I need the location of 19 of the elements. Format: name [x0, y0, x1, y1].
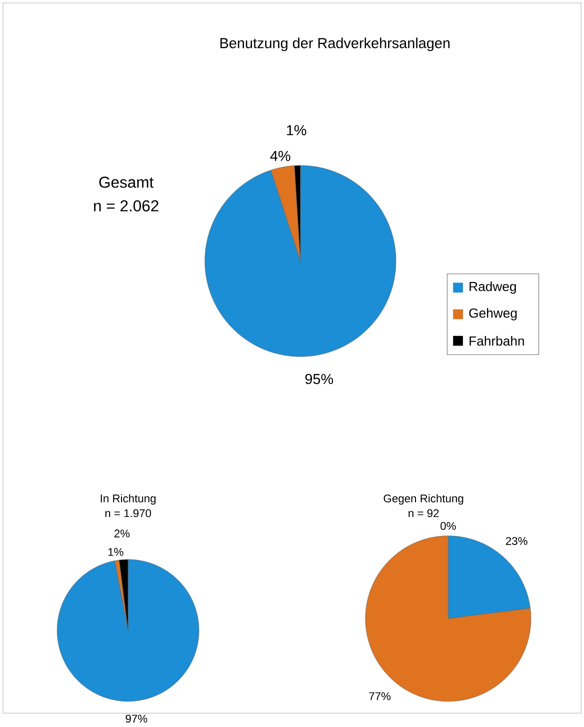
- text: n = 2.062: [94, 200, 158, 212]
- data-label: 2%: [114, 530, 130, 538]
- chart-title: In Richtung: [100, 494, 156, 505]
- data-label: 77%: [369, 692, 391, 700]
- text: 0%: [440, 522, 456, 530]
- data-label: 1%: [108, 548, 124, 556]
- data-label: 1%: [286, 125, 306, 136]
- data-label: 95%: [305, 374, 333, 384]
- data-label: 97%: [126, 714, 148, 723]
- chart-subtitle: n = 1.970: [105, 509, 151, 518]
- chart-subtitle: n = 92: [408, 509, 439, 518]
- data-label: 4%: [270, 150, 290, 161]
- legend-label: Fahrbahn: [470, 336, 524, 346]
- chart-title: Gegen Richtung: [384, 494, 464, 505]
- legend-label: Gehweg: [469, 308, 517, 320]
- text: Gesamt: [99, 176, 154, 188]
- data-label: 23%: [506, 537, 528, 545]
- legend-label: Radweg: [470, 282, 516, 294]
- chart-title: Benutzung der Radverkehrsanlagen: [220, 38, 450, 52]
